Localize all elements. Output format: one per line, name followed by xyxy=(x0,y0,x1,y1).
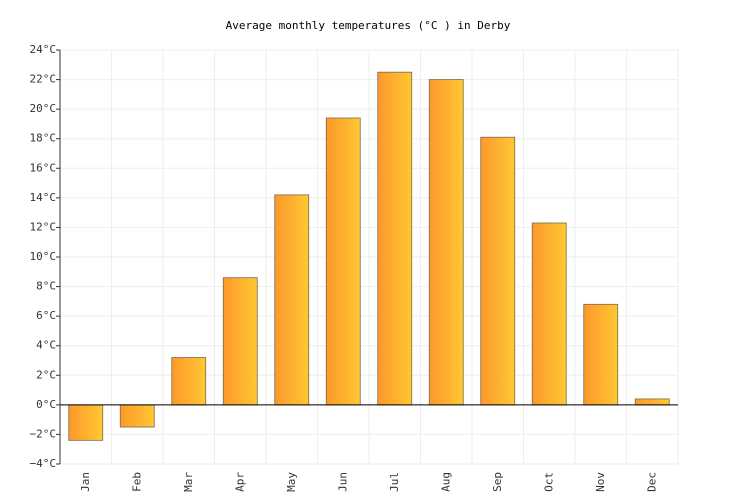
bar xyxy=(531,222,567,406)
bar xyxy=(171,357,207,406)
x-tick-label: Nov xyxy=(594,472,607,492)
x-tick-label: Aug xyxy=(439,472,452,492)
y-tick-label: −2°C xyxy=(30,427,57,440)
y-tick-label: 24°C xyxy=(30,43,57,56)
x-tick-label: Feb xyxy=(130,472,143,492)
bar xyxy=(274,194,310,406)
y-tick-label: 0°C xyxy=(36,398,56,411)
x-tick-label: Dec xyxy=(645,472,658,492)
x-tick-label: Jan xyxy=(79,472,92,492)
x-tick-label: Sep xyxy=(491,472,504,492)
bar xyxy=(480,136,516,406)
y-tick-label: 20°C xyxy=(30,102,57,115)
y-tick-label: 4°C xyxy=(36,339,56,352)
bar xyxy=(377,71,413,406)
y-tick-label: 2°C xyxy=(36,368,56,381)
y-tick-label: 10°C xyxy=(30,250,57,263)
y-tick-label: 8°C xyxy=(36,280,56,293)
chart-title: Average monthly temperatures (°C ) in De… xyxy=(226,19,511,32)
bar xyxy=(583,303,619,406)
y-tick-label: 6°C xyxy=(36,309,56,322)
y-tick-label: 14°C xyxy=(30,191,57,204)
x-tick-label: Mar xyxy=(182,472,195,492)
x-tick-label: Oct xyxy=(542,472,555,492)
y-tick-label: 12°C xyxy=(30,220,57,233)
bar xyxy=(325,117,361,406)
bar xyxy=(634,398,670,406)
bar xyxy=(428,79,464,406)
y-tick-label: 18°C xyxy=(30,132,57,145)
bar xyxy=(119,404,155,428)
x-tick-label: Jun xyxy=(336,472,349,492)
y-tick-label: 16°C xyxy=(30,161,57,174)
y-tick-label: −4°C xyxy=(30,457,57,470)
x-tick-label: May xyxy=(285,472,298,492)
x-tick-label: Apr xyxy=(233,472,246,492)
bar xyxy=(68,404,104,441)
y-tick-label: 22°C xyxy=(30,73,57,86)
bar xyxy=(222,277,258,406)
x-tick-label: Jul xyxy=(388,472,401,492)
